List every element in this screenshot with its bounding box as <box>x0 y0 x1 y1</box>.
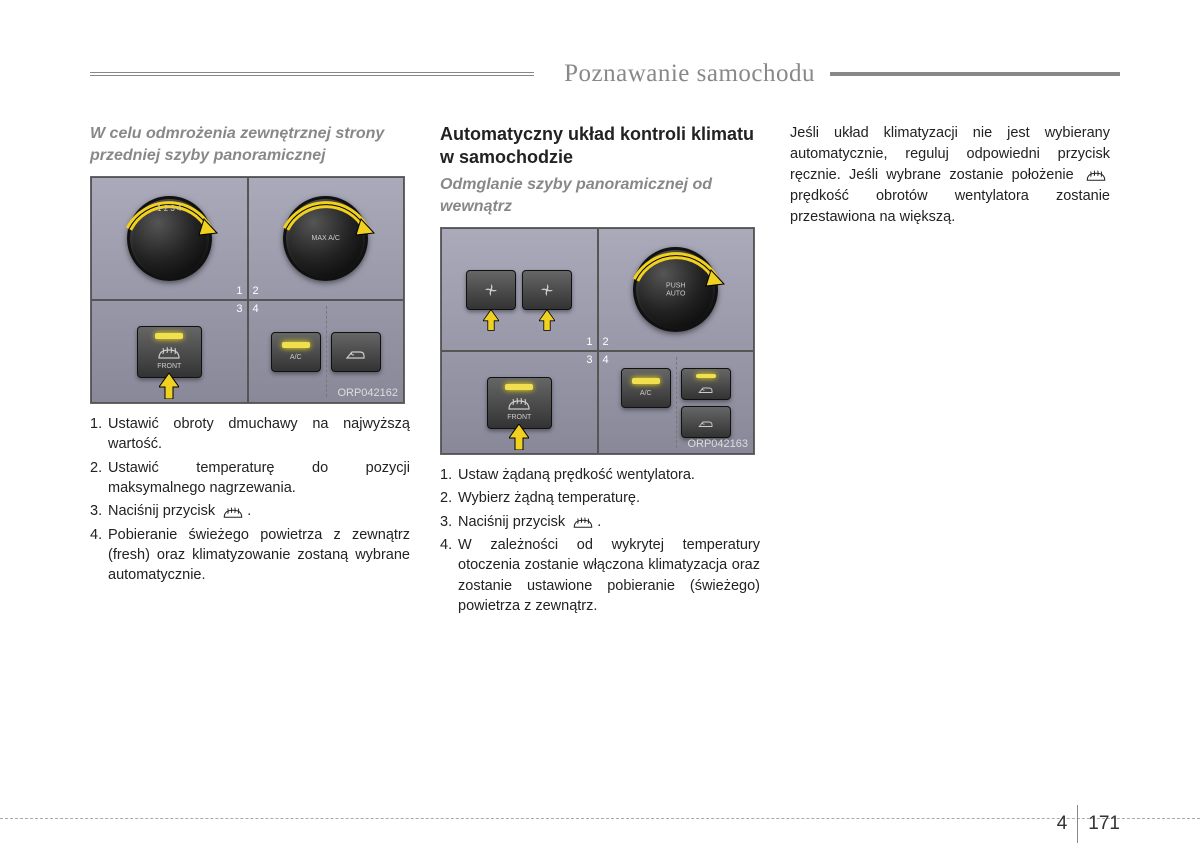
item-text: Ustaw żądaną prędkość wentylatora. <box>458 465 760 485</box>
item-number: 2. <box>440 488 458 508</box>
dial-marks: 1 2 3 4 <box>130 204 209 213</box>
list-item: 4. W zależności od wykrytej temperatury … <box>440 535 760 616</box>
item-number: 4. <box>90 525 108 586</box>
header-bar: Poznawanie samochodu <box>90 60 1120 88</box>
chapter-title: Poznawanie samochodu <box>534 60 830 88</box>
divider <box>326 306 327 397</box>
fig1-quad-1: 1 2 3 4 1 <box>91 177 248 300</box>
item-text: Pobieranie świeżego powietrza z zewnątrz… <box>108 525 410 586</box>
page-number: 171 <box>1088 813 1120 835</box>
led-indicator <box>282 342 310 348</box>
item-text: Ustawić temperaturę do pozycji maksymaln… <box>108 458 410 499</box>
col2-list: 1. Ustaw żądaną prędkość wentylatora. 2.… <box>440 465 760 616</box>
page-footer: 4 171 <box>1057 805 1120 843</box>
led-indicator <box>632 378 660 384</box>
list-item: 3. Naciśnij przycisk . <box>90 501 410 521</box>
ac-button: A/C <box>271 332 321 372</box>
fig1-quad-3: FRONT 3 <box>91 300 248 403</box>
footer-dotted-rule <box>0 818 1200 819</box>
content-columns: W celu odmrożenia zewnętrznej strony prz… <box>90 123 1120 619</box>
front-label: FRONT <box>507 414 531 421</box>
figure-code-1: ORP042162 <box>337 387 398 399</box>
col1-list: 1. Ustawić obroty dmuchawy na najwyższą … <box>90 414 410 585</box>
fan-up-button <box>522 270 572 310</box>
ac-button: A/C <box>621 368 671 408</box>
item-number: 4. <box>440 535 458 616</box>
header-rule-right <box>830 72 1120 76</box>
item-number: 1. <box>440 465 458 485</box>
column-3: Jeśli układ klimatyzacji nie jest wybier… <box>790 123 1110 619</box>
quad-num-3: 3 <box>236 303 242 315</box>
divider <box>676 357 677 448</box>
quad-num-1: 1 <box>586 336 592 348</box>
led-indicator <box>696 374 716 378</box>
chapter-number: 4 <box>1057 813 1068 835</box>
item-number: 2. <box>90 458 108 499</box>
quad-num-3: 3 <box>586 354 592 366</box>
recirc-button-2 <box>681 406 731 438</box>
list-item: 2. Wybierz żądną temperaturę. <box>440 488 760 508</box>
col2-subheading: Odmglanie szyby panoramicznej od wewnątr… <box>440 174 760 217</box>
item-number: 1. <box>90 414 108 455</box>
quad-num-4: 4 <box>253 303 259 315</box>
list-item: 2. Ustawić temperaturę do pozycji maksym… <box>90 458 410 499</box>
item-number: 3. <box>440 512 458 532</box>
figure-1: 1 2 3 4 1 MAX A/C 2 FRONT <box>90 176 405 404</box>
item-text: Wybierz żądną temperaturę. <box>458 488 760 508</box>
fig2-quad-2: PUSH AUTO 2 <box>598 228 755 351</box>
item-text-part: Naciśnij przycisk <box>108 503 219 519</box>
col2-heading: Automatyczny układ kontroli klimatu w sa… <box>440 123 760 168</box>
column-1: W celu odmrożenia zewnętrznej strony prz… <box>90 123 410 619</box>
item-text: W zależności od wykrytej temperatury oto… <box>458 535 760 616</box>
recirc-button-1 <box>681 368 731 400</box>
page-container: Poznawanie samochodu W celu odmrożenia z… <box>0 0 1200 659</box>
fan-speed-dial: 1 2 3 4 <box>127 196 212 281</box>
header-rule-left <box>90 72 534 76</box>
quad-num-1: 1 <box>236 285 242 297</box>
item-text: Ustawić obroty dmuchawy na najwyższą war… <box>108 414 410 455</box>
front-label: FRONT <box>157 363 181 370</box>
quad-num-4: 4 <box>603 354 609 366</box>
recirc-button <box>331 332 381 372</box>
fig1-quad-2: MAX A/C 2 <box>248 177 405 300</box>
list-item: 4. Pobieranie świeżego powietrza z zewną… <box>90 525 410 586</box>
figure-2: 1 PUSH AUTO 2 FRONT 3 <box>440 227 755 455</box>
item-text: Naciśnij przycisk . <box>458 512 760 532</box>
auto-dial: PUSH AUTO <box>633 247 718 332</box>
para-before: Jeśli układ klimatyzacji nie jest wybier… <box>790 125 1110 183</box>
push-auto-label: PUSH AUTO <box>666 282 685 297</box>
fig2-quad-3: FRONT 3 <box>441 351 598 454</box>
item-number: 3. <box>90 501 108 521</box>
item-text-part: Naciśnij przycisk <box>458 514 569 530</box>
quad-num-2: 2 <box>253 285 259 297</box>
figure-code-2: ORP042163 <box>687 438 748 450</box>
list-item: 1. Ustaw żądaną prędkość wentylatora. <box>440 465 760 485</box>
para-after: prędkość obrotów wentylatora zostanie pr… <box>790 188 1110 225</box>
fan-down-button <box>466 270 516 310</box>
footer-divider <box>1077 805 1078 843</box>
fig2-quad-1: 1 <box>441 228 598 351</box>
front-defrost-button: FRONT <box>137 326 202 378</box>
item-text: Naciśnij przycisk . <box>108 501 410 521</box>
col3-paragraph: Jeśli układ klimatyzacji nie jest wybier… <box>790 123 1110 228</box>
col1-subheading: W celu odmrożenia zewnętrznej strony prz… <box>90 123 410 166</box>
ac-label: A/C <box>640 390 652 397</box>
dial-max-ac: MAX A/C <box>312 235 340 243</box>
column-2: Automatyczny układ kontroli klimatu w sa… <box>440 123 760 619</box>
quad-num-2: 2 <box>603 336 609 348</box>
temperature-dial: MAX A/C <box>283 196 368 281</box>
front-defrost-button: FRONT <box>487 377 552 429</box>
ac-label: A/C <box>290 354 302 361</box>
list-item: 1. Ustawić obroty dmuchawy na najwyższą … <box>90 414 410 455</box>
led-indicator <box>505 384 533 390</box>
list-item: 3. Naciśnij przycisk . <box>440 512 760 532</box>
led-indicator <box>155 333 183 339</box>
